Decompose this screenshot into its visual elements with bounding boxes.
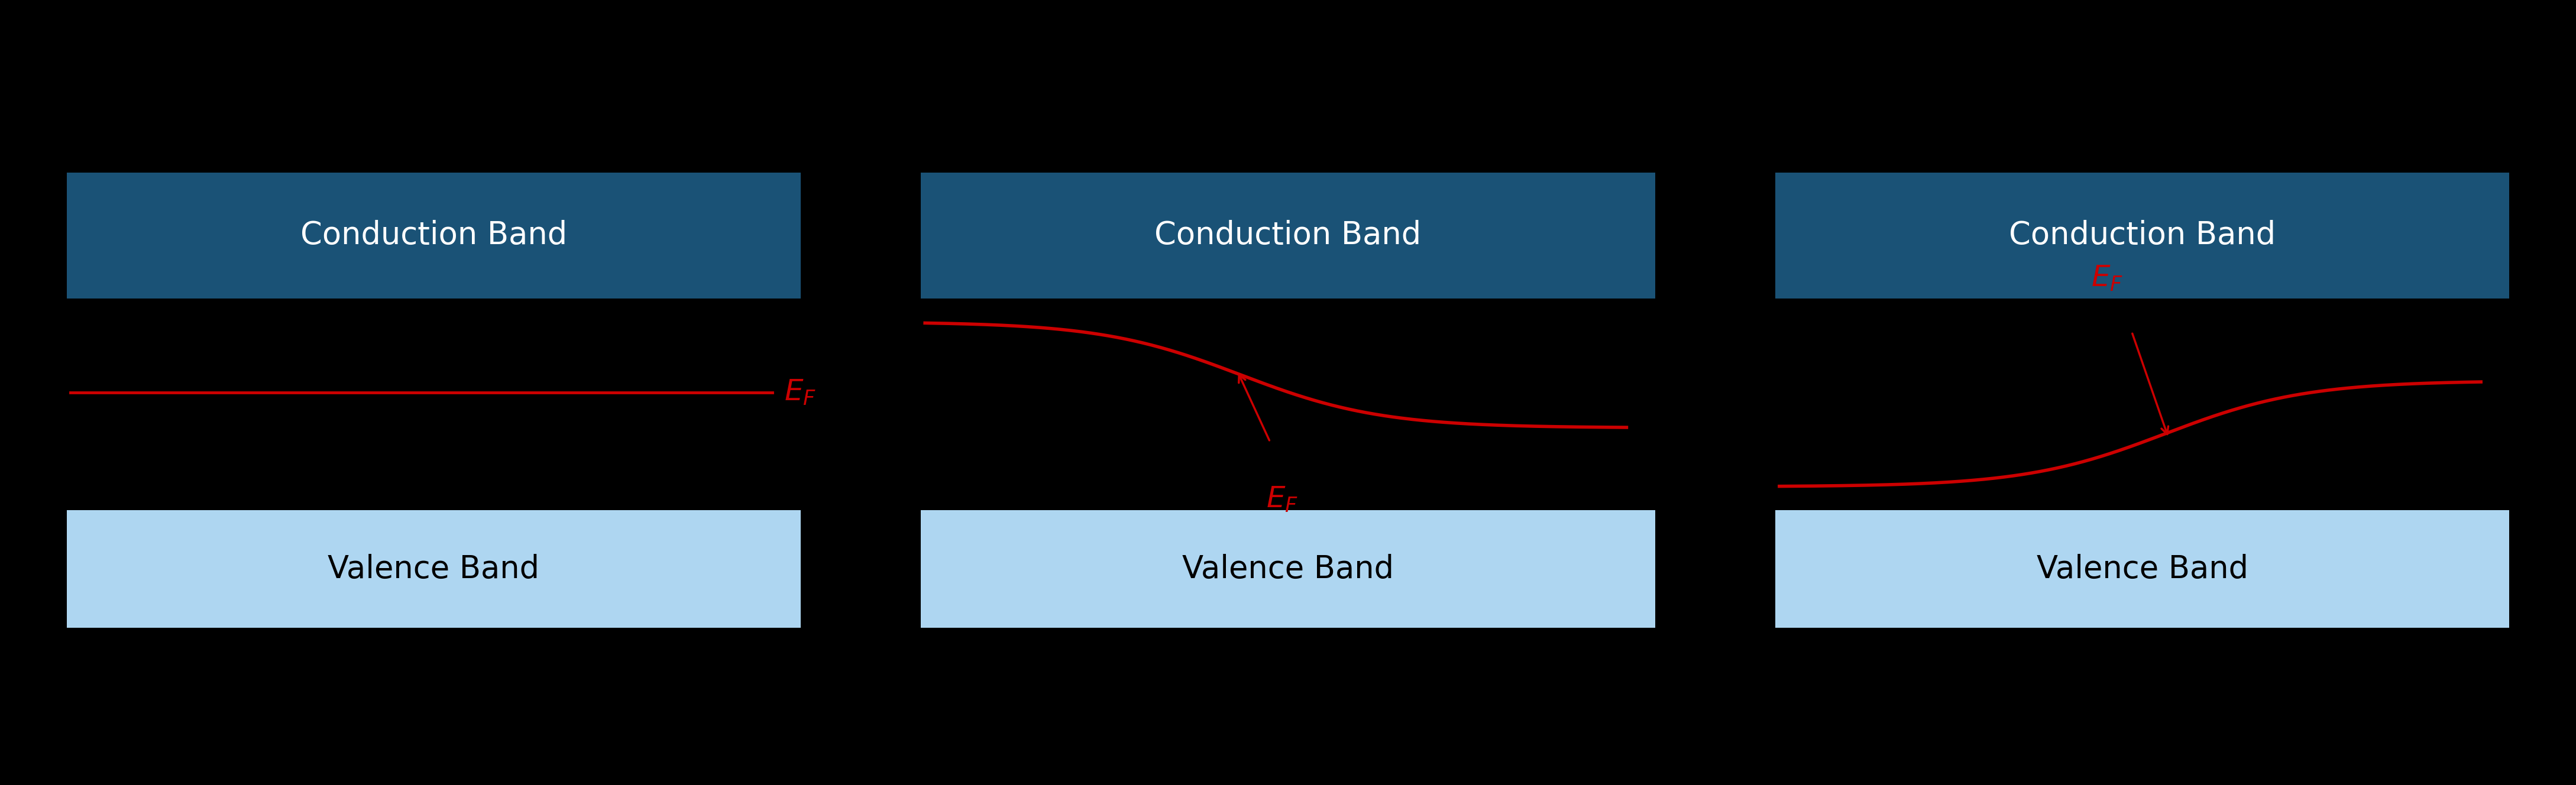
Text: $E_F$: $E_F$ <box>786 378 817 407</box>
Text: $E_F$: $E_F$ <box>2092 265 2123 293</box>
Bar <box>922 510 1654 628</box>
Text: Valence Band: Valence Band <box>2038 553 2249 585</box>
Text: Conduction Band: Conduction Band <box>1154 220 1422 251</box>
Bar <box>1775 173 2509 298</box>
Text: Valence Band: Valence Band <box>1182 553 1394 585</box>
Text: Conduction Band: Conduction Band <box>301 220 567 251</box>
Text: $E_F$: $E_F$ <box>1267 485 1298 513</box>
Text: Conduction Band: Conduction Band <box>2009 220 2275 251</box>
Bar <box>67 173 801 298</box>
Bar <box>1775 510 2509 628</box>
Bar <box>67 510 801 628</box>
Text: Valence Band: Valence Band <box>327 553 538 585</box>
Bar <box>922 173 1654 298</box>
